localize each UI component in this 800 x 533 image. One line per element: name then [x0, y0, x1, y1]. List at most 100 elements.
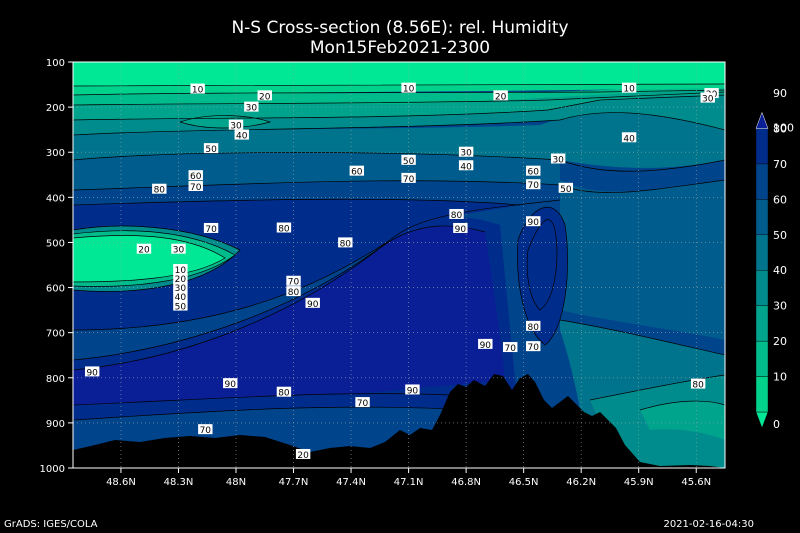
- contour-label: 90: [480, 341, 492, 351]
- contour-label-bg: [171, 243, 186, 254]
- contour-label-bg: [503, 342, 518, 353]
- contour-label: 90: [307, 300, 319, 310]
- contour-label: 30: [230, 122, 242, 132]
- contour-label-bg: [203, 143, 219, 154]
- y-tick-label: 1000: [40, 464, 65, 475]
- contour-label: 70: [357, 399, 369, 409]
- contour-label-bg: [173, 264, 188, 275]
- contour-label: 80: [278, 225, 290, 235]
- y-tick-label: 500: [46, 238, 65, 249]
- x-tick-label: 47.4N: [336, 477, 366, 488]
- contour-label: 10: [623, 85, 635, 95]
- contour-label: 90: [225, 380, 237, 390]
- contour-label-bg: [401, 82, 416, 93]
- y-tick-label: 400: [46, 193, 65, 204]
- contour-label-bg: [198, 424, 213, 435]
- y-tick-label: 200: [46, 103, 65, 114]
- contour-label-bg: [173, 291, 188, 302]
- contour-label-bg: [550, 153, 566, 164]
- contour-label-bg: [173, 282, 188, 293]
- contour-lines: [73, 83, 725, 421]
- contour-label-bg: [478, 338, 493, 349]
- band-top-0: [73, 62, 725, 86]
- contour-label: 80: [451, 211, 463, 221]
- contour-label-bg: [449, 208, 464, 219]
- contour-label: 20: [138, 246, 150, 256]
- x-tick-label: 46.8N: [451, 477, 481, 488]
- contour-label-bg: [173, 273, 188, 284]
- colorbar-label: 30: [773, 300, 787, 313]
- contour-label: 80: [692, 381, 704, 391]
- band-upper-20: [73, 86, 725, 105]
- contour-label-bg: [349, 165, 365, 176]
- contour-label: 80: [278, 389, 290, 399]
- contour-label-bg: [295, 448, 311, 459]
- colorbar-label: 70: [773, 158, 787, 171]
- y-tick-label: 900: [46, 419, 65, 430]
- contour-label: 30: [552, 155, 564, 165]
- contour-label: 20: [495, 92, 507, 102]
- y-tick-label: 700: [46, 329, 65, 340]
- colorbar-swatch: [755, 234, 769, 271]
- x-tick-label: 47.1N: [394, 477, 424, 488]
- contour-label: 50: [175, 303, 187, 313]
- contour-label: 70: [403, 175, 415, 185]
- contour-label-bg: [173, 300, 188, 311]
- contour-label: 40: [175, 293, 187, 303]
- footer-timestamp: 2021-02-16-04:30: [663, 519, 754, 530]
- contour-label: 90: [455, 225, 467, 235]
- contour-label: 50: [205, 145, 217, 155]
- contour-label: 70: [190, 183, 202, 193]
- contour-label: 60: [351, 168, 363, 178]
- terrain: [73, 374, 725, 468]
- x-tick-label: 48.3N: [164, 477, 194, 488]
- band-east-60: [560, 180, 725, 340]
- contour-label: 30: [460, 149, 472, 159]
- core-80-south: [517, 207, 568, 345]
- y-tick-label: 600: [46, 284, 65, 295]
- contour-label-bg: [136, 243, 152, 254]
- contour-label: 80: [528, 323, 540, 333]
- contour-label: 70: [288, 278, 300, 288]
- colorbar-label: 80: [773, 122, 787, 135]
- colorbar-label: 40: [773, 264, 787, 277]
- contour-labels: 1010102020203030303030304040405050506060…: [84, 82, 719, 461]
- colorbar-swatch: [755, 305, 769, 342]
- contour-label: 30: [175, 284, 187, 294]
- contour-label-bg: [338, 237, 353, 248]
- contour-label-bg: [458, 146, 474, 157]
- chart-subtitle: Mon15Feb2021-2300: [309, 38, 491, 58]
- contour-label-bg: [203, 222, 219, 233]
- contour-label-bg: [228, 119, 244, 130]
- x-tick-label: 47.7N: [279, 477, 309, 488]
- contour-label: 40: [623, 134, 635, 144]
- contour-label: 30: [246, 104, 258, 114]
- contour-label-bg: [526, 341, 541, 352]
- band-east-30: [640, 401, 725, 440]
- colorbar-swatch: [755, 340, 769, 377]
- contour-label-bg: [453, 222, 468, 233]
- contour-label: 50: [403, 157, 415, 167]
- contour-label: 30: [173, 246, 185, 256]
- colorbar-swatch: [755, 128, 769, 165]
- contour-label: 80: [154, 186, 166, 196]
- contour-label: 40: [460, 162, 472, 172]
- contour-label: 70: [504, 344, 516, 354]
- contour-label-bg: [305, 297, 320, 308]
- plot-area: [73, 62, 725, 468]
- contour-label: 10: [192, 86, 204, 96]
- contour-label-bg: [458, 160, 474, 171]
- contour-label-bg: [690, 378, 706, 389]
- contour-label: 20: [297, 451, 309, 461]
- contour-label: 50: [560, 185, 572, 195]
- contour-label-bg: [526, 216, 541, 227]
- contour-label: 60: [528, 168, 540, 178]
- x-tick-label: 48N: [226, 477, 246, 488]
- contour-label: 80: [288, 288, 300, 298]
- plot-frame: [72, 61, 726, 469]
- y-tick-label: 100: [46, 58, 65, 69]
- contour-label: 20: [259, 92, 271, 102]
- colorbar-swatch: [755, 376, 769, 413]
- contour-label-bg: [84, 366, 100, 377]
- contour-label-bg: [621, 82, 637, 93]
